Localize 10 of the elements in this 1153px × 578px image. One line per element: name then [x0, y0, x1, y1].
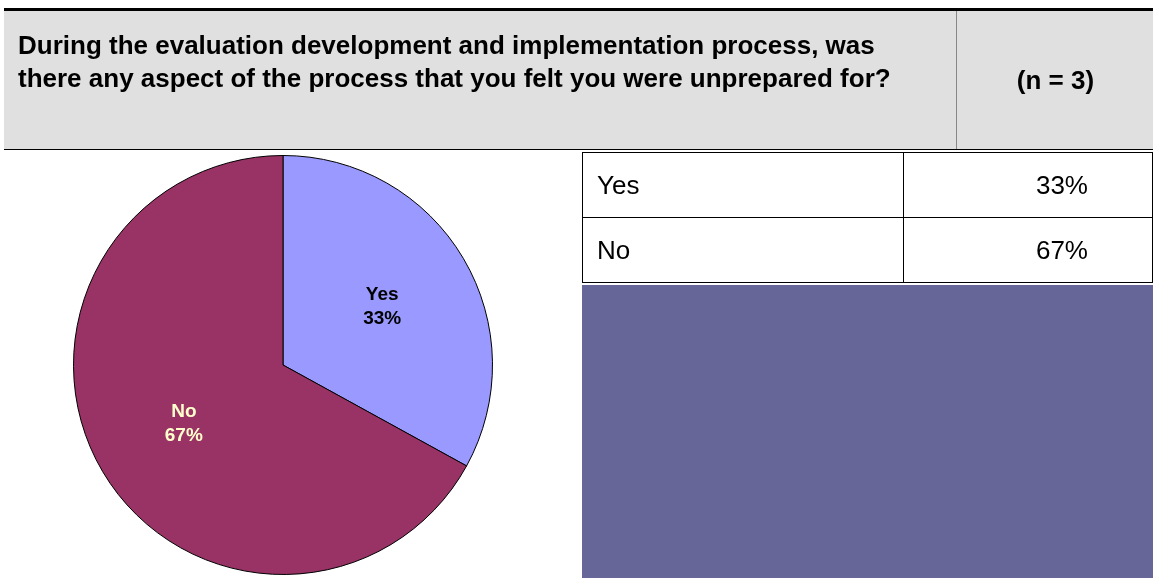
slice-label: Yes	[365, 282, 399, 304]
data-label: 33%	[363, 306, 402, 328]
text: 67%	[1035, 234, 1088, 265]
data-label: 67%	[164, 423, 203, 445]
text: 33%	[1035, 169, 1088, 200]
chart-title: During the evaluation development and implementation process, was there any aspect of the process that you felt you were unprepared for?	[18, 29, 892, 95]
category-label: No	[597, 234, 631, 265]
text: (n = 3)	[956, 11, 1153, 149]
slice-label: Yes	[582, 152, 904, 218]
slice-label: No	[171, 399, 197, 421]
